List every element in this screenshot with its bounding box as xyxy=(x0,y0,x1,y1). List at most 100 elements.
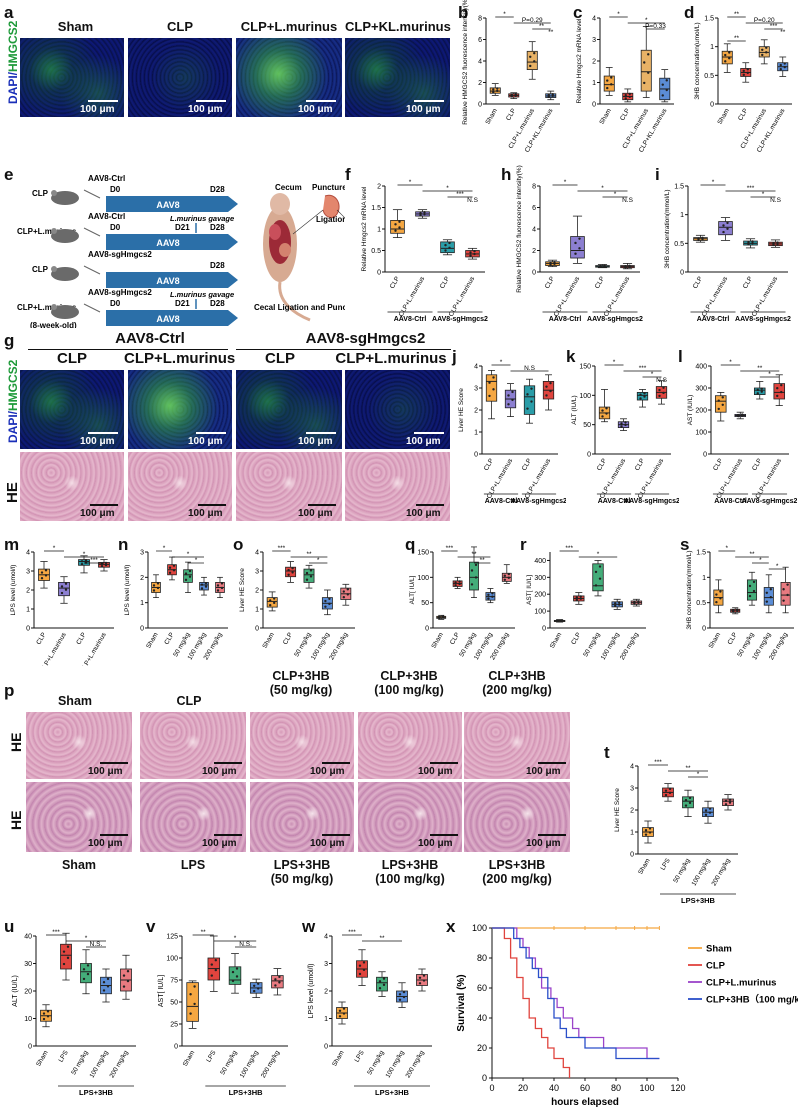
y-axis-label: LPS level (umol/l) xyxy=(10,565,17,616)
x-tick-label: 40 xyxy=(549,1083,559,1093)
sig-label: * xyxy=(614,191,617,198)
data-point xyxy=(751,240,754,243)
sig-label: * xyxy=(85,935,88,942)
group-label: AAV8-sgHmgcs2 xyxy=(587,316,643,323)
panel-label-v: v xyxy=(146,917,156,936)
chart-h: 0 2 4 6 8 Relative HMGCS2 fluorescence intens… xyxy=(516,165,643,323)
data-point xyxy=(126,979,130,983)
box-2 xyxy=(746,579,758,601)
data-point xyxy=(473,252,476,256)
mouse-icon xyxy=(51,267,79,281)
data-point xyxy=(40,577,44,580)
sig-label: N.S xyxy=(656,377,668,384)
p-bottom-title-3: LPS+3HB (50 mg/kg) xyxy=(270,858,334,886)
data-point xyxy=(269,599,272,602)
data-point xyxy=(507,394,510,397)
data-point xyxy=(726,221,729,225)
sig-label: *** xyxy=(90,557,98,564)
g-fluo-4: 100 μm xyxy=(345,370,450,449)
p-bottom-title-5: LPS+3HB (200 mg/kg) xyxy=(482,858,552,886)
sig-label: *** xyxy=(348,929,356,936)
data-point xyxy=(126,970,130,973)
data-point xyxy=(122,985,126,988)
sig-label: * xyxy=(729,359,732,366)
data-point xyxy=(82,968,86,971)
category-label: CLP+L.murinus xyxy=(398,275,427,318)
panel-label-l: l xyxy=(678,347,683,366)
data-point xyxy=(338,1009,342,1012)
data-point xyxy=(474,563,478,567)
data-point xyxy=(594,570,598,574)
sig-label: * xyxy=(768,371,771,378)
g-he-4: 100 μm xyxy=(345,452,450,521)
panel-label-k: k xyxy=(566,347,576,366)
y-tick-label: 1 xyxy=(710,44,714,51)
panel-label-x: x xyxy=(446,917,456,936)
p-top-title-3: CLP+3HB (50 mg/kg) xyxy=(269,669,333,697)
category-label: Sham xyxy=(598,108,613,126)
y-tick-label: 1.5 xyxy=(704,16,714,23)
data-point xyxy=(772,242,775,245)
data-point xyxy=(574,241,577,245)
panel-label-f: f xyxy=(345,165,351,184)
data-point xyxy=(724,53,727,57)
data-point xyxy=(102,989,106,992)
y-tick-label: 300 xyxy=(695,386,707,393)
sig-label: *** xyxy=(52,929,60,936)
y-tick-label: 0 xyxy=(425,626,429,633)
data-point xyxy=(603,264,606,267)
category-label: 100 mg/kg xyxy=(239,1049,260,1079)
y-tick-label: 1 xyxy=(377,227,381,234)
y-tick-label: 1 xyxy=(680,212,684,219)
mouse-ear xyxy=(51,228,57,234)
data-point xyxy=(189,993,192,996)
d28-label: D28 xyxy=(210,299,225,308)
sig-label: * xyxy=(446,185,449,192)
data-point xyxy=(624,93,627,97)
data-point xyxy=(454,581,457,584)
p-he-2: 100 μm xyxy=(140,712,246,779)
data-point xyxy=(628,95,631,98)
group-label-1: CLP+L.murinus xyxy=(17,227,77,236)
sig-label: * xyxy=(53,545,56,552)
data-point xyxy=(189,1012,192,1015)
data-point xyxy=(779,63,782,67)
sig-label: * xyxy=(234,935,237,942)
data-point xyxy=(658,388,661,392)
data-point xyxy=(760,387,763,390)
category-label: 50 mg/kg xyxy=(366,1049,386,1076)
x-tick-label: 0 xyxy=(489,1083,494,1093)
panel-label-s: s xyxy=(680,535,690,554)
y-tick-label: 1 xyxy=(255,607,259,614)
chart-w: 0 1 2 3 4 LPS level (umol/l) Sham LPS 50 mg/kg10… xyxy=(308,929,432,1097)
y-tick-label: 0 xyxy=(482,1073,487,1083)
y-tick-label: 8 xyxy=(532,184,536,191)
data-point xyxy=(529,64,532,68)
data-point xyxy=(628,92,631,96)
micrograph-sham: 100 μm xyxy=(20,38,124,117)
data-point xyxy=(62,950,66,953)
data-point xyxy=(42,1012,46,1015)
data-point xyxy=(378,980,382,983)
timeline-arrow-2 xyxy=(106,272,238,288)
y-tick-label: 0 xyxy=(710,102,714,109)
y-tick-label: 30 xyxy=(24,961,32,968)
data-point xyxy=(701,236,704,240)
data-point xyxy=(66,956,70,960)
data-point xyxy=(765,591,768,594)
y-axis-label: AST[ IU/L] xyxy=(526,575,533,605)
data-point xyxy=(769,588,772,591)
y-tick-label: 100 xyxy=(166,956,178,963)
category-label: CLP xyxy=(751,458,763,472)
y-tick-label: 125 xyxy=(166,934,178,941)
box-0 xyxy=(485,374,498,402)
sig-label: *** xyxy=(456,191,464,198)
data-point xyxy=(618,601,621,604)
arrow-label: AAV8 xyxy=(156,200,179,210)
data-point xyxy=(574,252,577,255)
sig-label: * xyxy=(712,179,715,186)
